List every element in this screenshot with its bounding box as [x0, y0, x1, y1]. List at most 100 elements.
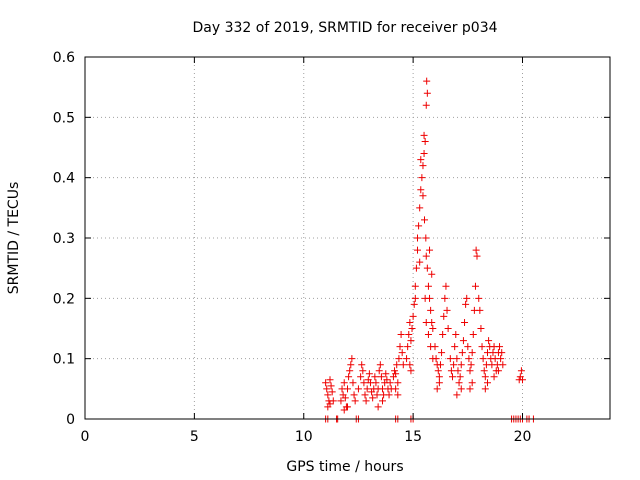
data-point: [421, 216, 428, 224]
data-point: [499, 361, 507, 369]
data-point: [469, 331, 477, 339]
data-point: [360, 379, 368, 387]
data-point: [354, 385, 362, 393]
data-point: [433, 385, 441, 393]
data-point: [431, 343, 439, 351]
data-point: [478, 343, 486, 351]
y-tick-label: 0: [66, 412, 75, 428]
data-point: [435, 373, 443, 381]
data-point: [441, 294, 449, 302]
grid-lines: [85, 57, 610, 419]
data-point: [479, 355, 487, 363]
data-point: [480, 367, 488, 375]
data-point: [391, 367, 399, 375]
data-point: [453, 355, 461, 363]
data-point: [422, 318, 430, 326]
data-point: [415, 222, 423, 230]
data-point: [440, 312, 448, 320]
data-point: [451, 343, 459, 351]
data-point: [436, 361, 444, 369]
data-point: [399, 361, 407, 369]
data-point: [369, 394, 377, 402]
data-point: [404, 343, 412, 351]
data-point: [344, 403, 351, 411]
y-tick-label: 0.3: [53, 231, 75, 247]
data-point: [328, 388, 336, 396]
x-tick-labels: 0 5 10 15 20: [81, 429, 532, 445]
data-point: [423, 264, 431, 272]
data-point: [432, 355, 440, 363]
data-point: [446, 355, 454, 363]
data-point: [459, 337, 467, 345]
y-tick-label: 0.5: [53, 110, 75, 126]
chart-title: Day 332 of 2019, SRMTID for receiver p03…: [192, 20, 497, 36]
data-point: [435, 379, 443, 387]
data-point: [467, 361, 475, 369]
data-point: [371, 373, 379, 381]
data-point: [481, 385, 489, 393]
y-tick-labels: 0 0.1 0.2 0.3 0.4 0.5 0.6: [53, 50, 75, 428]
data-point: [427, 306, 435, 314]
data-point: [376, 361, 384, 369]
data-point: [414, 246, 421, 254]
data-point: [468, 379, 476, 387]
data-point: [411, 282, 419, 290]
data-point: [337, 397, 345, 405]
data-point: [411, 294, 419, 302]
data-point: [442, 282, 450, 290]
data-point: [344, 385, 351, 393]
data-point: [465, 355, 473, 363]
data-point: [454, 367, 462, 375]
data-point: [458, 349, 466, 357]
data-point: [457, 361, 465, 369]
data-point: [327, 382, 335, 390]
data-point: [438, 349, 446, 357]
data-point: [477, 325, 485, 332]
data-point: [372, 379, 380, 387]
data-point: [416, 258, 424, 266]
data-point: [373, 391, 381, 399]
data-point: [418, 174, 426, 182]
data-point: [408, 325, 416, 332]
data-point: [374, 403, 382, 411]
data-point: [323, 385, 331, 393]
data-point: [362, 397, 370, 405]
data-point: [393, 361, 401, 369]
data-point: [385, 391, 393, 399]
data-point: [379, 397, 386, 405]
data-point: [365, 370, 373, 378]
data-point: [434, 367, 442, 375]
data-point: [456, 373, 464, 381]
data-point: [443, 306, 451, 314]
data-point: [394, 391, 402, 399]
data-point: [421, 294, 429, 302]
data-point: [422, 101, 430, 109]
data-point: [464, 343, 472, 351]
x-tick-label: 5: [190, 429, 199, 445]
data-point: [403, 355, 411, 363]
data-point: [417, 156, 425, 164]
data-points: [322, 77, 537, 423]
data-point: [484, 379, 491, 387]
data-point: [457, 385, 465, 393]
data-point: [462, 300, 470, 308]
data-point: [346, 367, 354, 375]
data-point: [466, 385, 474, 393]
data-point: [407, 337, 415, 345]
data-point: [396, 343, 404, 351]
data-point: [494, 367, 502, 375]
data-point: [386, 379, 394, 387]
data-point: [422, 252, 430, 260]
data-point: [439, 331, 447, 339]
data-point: [420, 131, 428, 139]
data-point: [476, 306, 484, 314]
data-point: [351, 397, 359, 405]
data-point: [461, 318, 469, 326]
axis-ticks: [84, 56, 610, 420]
data-point: [453, 391, 461, 399]
y-tick-label: 0.6: [53, 50, 75, 66]
data-point: [426, 246, 434, 254]
data-point: [410, 300, 418, 308]
x-tick-label: 0: [81, 429, 90, 445]
